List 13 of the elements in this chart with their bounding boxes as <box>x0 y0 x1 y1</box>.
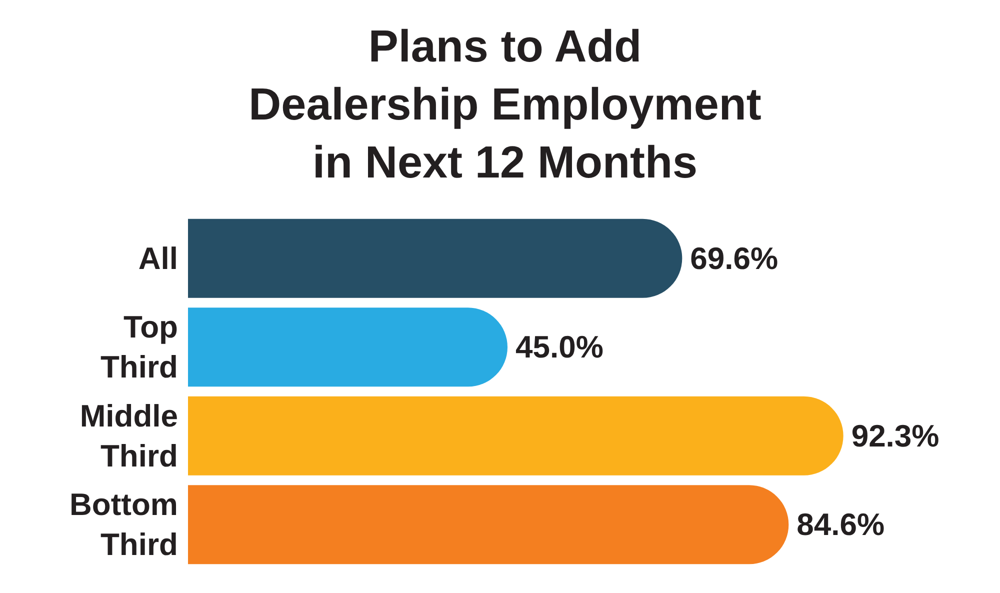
data-label: 69.6% <box>690 240 778 276</box>
y-tick-label: Top Third <box>100 310 178 385</box>
y-tick-label: All <box>138 240 178 276</box>
y-tick-label: Middle Third <box>80 398 178 474</box>
bar <box>188 396 844 476</box>
bar <box>188 218 682 298</box>
y-tick-label: Bottom Third <box>70 487 178 562</box>
data-label: 92.3% <box>851 418 940 454</box>
data-label: 45.0% <box>516 330 604 365</box>
bar <box>188 485 789 564</box>
bar <box>188 308 508 387</box>
data-label: 84.6% <box>796 507 885 542</box>
chart-title: Plans to Add Dealership Employment in Next 12 Months <box>248 20 762 188</box>
